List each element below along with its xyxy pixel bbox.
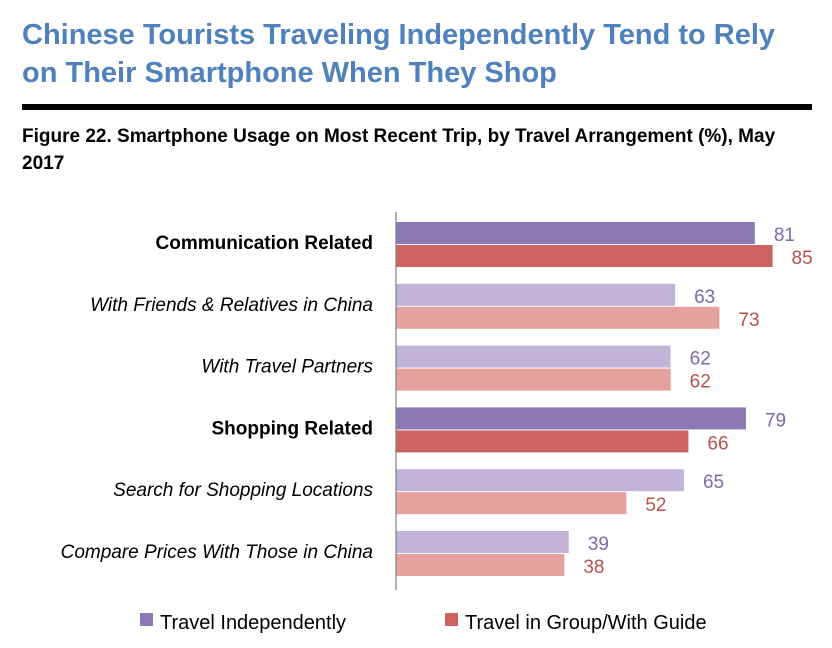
- value-label-group-shopping-related: 66: [707, 433, 728, 454]
- bar-group-search-for-shopping-locations: [396, 492, 627, 515]
- bar-independent-communication-related: [396, 222, 755, 244]
- legend-label-independent: Travel Independently: [160, 612, 346, 634]
- category-label-with-friends-relatives-in-china: With Friends & Relatives in China: [90, 295, 373, 316]
- bar-group-communication-related: [396, 245, 773, 267]
- category-label-search-for-shopping-locations: Search for Shopping Locations: [113, 480, 373, 501]
- headline: Chinese Tourists Traveling Independently…: [22, 19, 776, 89]
- category-label-compare-prices-with-those-in-china: Compare Prices With Those in China: [61, 542, 373, 563]
- value-label-independent-compare-prices-with-those-in-china: 39: [588, 534, 609, 555]
- value-label-group-compare-prices-with-those-in-china: 38: [583, 557, 604, 578]
- value-label-independent-with-friends-relatives-in-china: 63: [694, 287, 715, 308]
- bar-group-shopping-related: [396, 430, 689, 453]
- value-label-independent-search-for-shopping-locations: 65: [703, 472, 724, 493]
- legend: Travel Independently Travel in Group/Wit…: [140, 612, 707, 634]
- category-label-shopping-related: Shopping Related: [212, 418, 374, 439]
- legend-swatch-independent: [140, 613, 153, 626]
- value-label-group-with-travel-partners: 62: [690, 372, 711, 393]
- value-label-independent-shopping-related: 79: [765, 410, 786, 431]
- value-label-group-communication-related: 85: [792, 248, 813, 269]
- bar-independent-with-travel-partners: [396, 345, 671, 368]
- legend-label-group: Travel in Group/With Guide: [465, 612, 707, 634]
- bar-group-with-travel-partners: [396, 368, 671, 391]
- bar-independent-search-for-shopping-locations: [396, 469, 684, 492]
- value-label-group-with-friends-relatives-in-china: 73: [738, 310, 759, 331]
- bar-independent-compare-prices-with-those-in-china: [396, 531, 569, 553]
- category-label-communication-related: Communication Related: [156, 233, 373, 254]
- value-label-independent-with-travel-partners: 62: [690, 349, 711, 370]
- divider-rule: [22, 104, 812, 110]
- bar-group-with-friends-relatives-in-china: [396, 306, 720, 329]
- bar-independent-shopping-related: [396, 407, 746, 430]
- value-label-group-search-for-shopping-locations: 52: [645, 495, 666, 516]
- category-label-with-travel-partners: With Travel Partners: [201, 357, 373, 378]
- bar-group-compare-prices-with-those-in-china: [396, 554, 565, 576]
- value-label-independent-communication-related: 81: [774, 225, 795, 246]
- figure-title: Figure 22. Smartphone Usage on Most Rece…: [22, 126, 776, 174]
- legend-swatch-group: [445, 613, 458, 626]
- bars-layer: [396, 222, 773, 576]
- bar-independent-with-friends-relatives-in-china: [396, 283, 676, 306]
